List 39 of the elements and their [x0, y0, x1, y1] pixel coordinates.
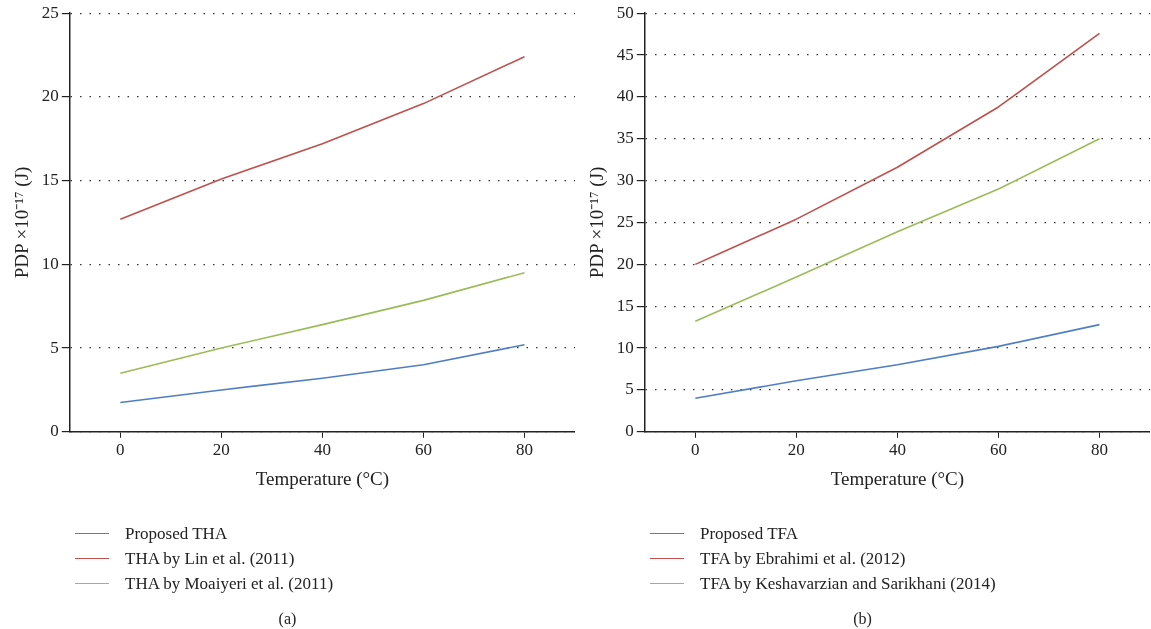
y-axis-title: PDP ×10⁻¹⁷ (J) [586, 166, 609, 279]
x-tick-label: 80 [1090, 440, 1108, 460]
y-tick-label: 20 [41, 86, 59, 106]
y-tick-label: 10 [616, 337, 634, 357]
x-axis-title: Temperature (°C) [830, 467, 965, 490]
x-tick-label: 0 [116, 440, 125, 460]
y-tick-label: 40 [616, 86, 634, 106]
y-tick-label: 35 [616, 128, 634, 148]
y-tick-label: 0 [50, 421, 59, 441]
y-tick-label: 5 [50, 337, 59, 357]
x-tick-label: 40 [313, 440, 331, 460]
text: (b) [852, 610, 873, 628]
x-tick-label: 20 [787, 440, 805, 460]
legend-label: TFA by Keshavarzian and Sarikhani (2014) [700, 573, 996, 594]
x-axis-title: Temperature (°C) [255, 467, 390, 490]
y-tick-label: 0 [625, 421, 634, 441]
y-axis-title: PDP ×10⁻¹⁷ (J) [11, 166, 34, 279]
y-tick-label: 25 [616, 211, 634, 231]
x-tick-label: 80 [515, 440, 533, 460]
legend-label: Proposed THA [125, 523, 228, 544]
x-tick-label: 40 [888, 440, 906, 460]
y-tick-label: 10 [41, 253, 59, 273]
legend-label: THA by Moaiyeri et al. (2011) [125, 573, 334, 594]
y-tick-label: 30 [616, 170, 634, 190]
y-tick-label: 50 [616, 2, 634, 22]
y-tick-label: 5 [625, 379, 634, 399]
x-tick-label: 60 [989, 440, 1007, 460]
y-tick-label: 20 [616, 253, 634, 273]
y-tick-label: 45 [616, 44, 634, 64]
y-tick-label: 25 [41, 2, 59, 22]
y-tick-label: 15 [41, 170, 59, 190]
x-tick-label: 60 [414, 440, 432, 460]
y-tick-label: 15 [616, 295, 634, 315]
legend-label: THA by Lin et al. (2011) [125, 548, 295, 569]
legend-label: TFA by Ebrahimi et al. (2012) [700, 548, 906, 569]
text: (a) [277, 610, 298, 628]
x-tick-label: 20 [212, 440, 230, 460]
legend-label: Proposed TFA [700, 523, 799, 544]
x-tick-label: 0 [691, 440, 700, 460]
